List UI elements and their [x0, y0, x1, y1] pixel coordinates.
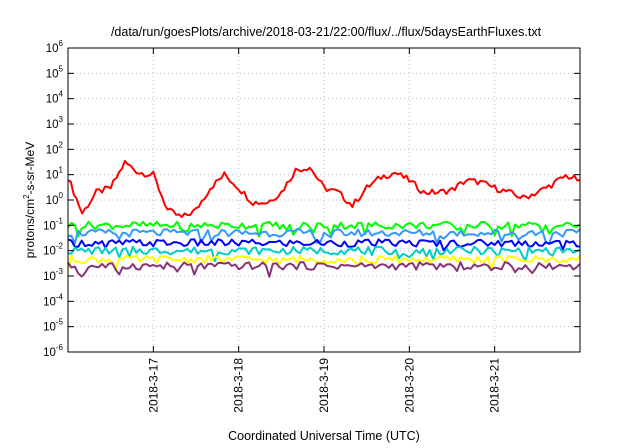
grid	[68, 48, 580, 352]
y-tick-label: 10-4	[43, 292, 63, 308]
y-tick-label: 10-5	[43, 318, 63, 334]
y-tick-label: 105	[46, 64, 64, 80]
y-axis: 10-6 10-5 10-4 10-3 10-2 10-1 100 101 102 103 104 1…	[43, 39, 580, 359]
y-axis-label: protons/cm2-s-sr-MeV	[22, 142, 37, 258]
series-group	[67, 159, 581, 278]
y-tick-label: 100	[46, 191, 64, 207]
series-line-1	[67, 159, 581, 219]
x-axis: 2018-3-17 2018-3-18 2018-3-19 2018-3-20 2018…	[146, 48, 502, 413]
series-line-2	[67, 220, 581, 238]
y-tick-label: 10-3	[43, 267, 63, 283]
y-tick-label: 10-2	[43, 242, 63, 258]
x-tick-label: 2018-3-18	[232, 358, 246, 413]
series-line-7	[67, 261, 581, 278]
series-line-5	[67, 245, 581, 263]
x-axis-label: Coordinated Universal Time (UTC)	[228, 429, 420, 443]
y-tick-label: 102	[46, 140, 64, 156]
y-tick-label: 10-1	[43, 216, 63, 232]
y-tick-label: 104	[46, 90, 64, 106]
x-tick-label: 2018-3-20	[402, 358, 416, 413]
x-tick-label: 2018-3-19	[317, 358, 331, 413]
y-tick-label: 10-6	[43, 343, 63, 359]
x-tick-label: 2018-3-17	[146, 358, 160, 413]
y-tick-label: 106	[46, 39, 64, 55]
chart-title: /data/run/goesPlots/archive/2018-03-21/2…	[111, 25, 542, 39]
y-tick-label: 103	[46, 115, 64, 131]
series-line-6	[67, 254, 581, 272]
series-line-3	[67, 228, 581, 245]
series-line-4	[67, 238, 581, 252]
x-tick-label: 2018-3-21	[488, 358, 502, 413]
y-tick-label: 101	[46, 166, 64, 182]
